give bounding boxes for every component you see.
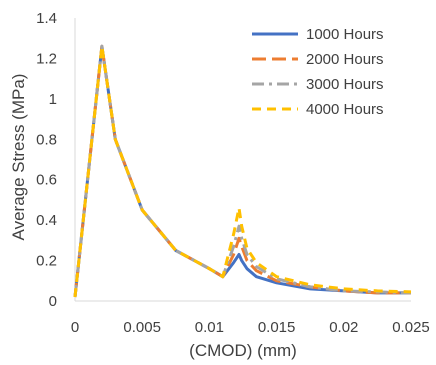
series-line-2 <box>73 44 411 298</box>
legend: 1000 Hours 2000 Hours 3000 Hours 4000 Hours <box>252 26 384 118</box>
y-tick-label: 1.2 <box>36 50 57 67</box>
y-tick-label: 0.4 <box>36 212 57 229</box>
y-tick-label: 1 <box>49 91 57 108</box>
x-tick-label: 0.02 <box>329 319 358 336</box>
y-tick-labels: 0 0.2 0.4 0.6 0.8 1 1.2 1.4 <box>36 10 57 310</box>
legend-label: 1000 Hours <box>306 26 384 43</box>
series-group <box>73 44 412 298</box>
series-line-4 <box>73 44 412 298</box>
legend-label: 3000 Hours <box>306 76 384 93</box>
x-tick-label: 0.015 <box>258 319 296 336</box>
y-tick-label: 1.4 <box>36 10 57 27</box>
series-line-3 <box>73 44 412 298</box>
x-tick-label: 0 <box>71 319 79 336</box>
x-tick-label: 0.025 <box>392 319 430 336</box>
y-tick-label: 0 <box>49 293 57 310</box>
y-tick-label: 0.6 <box>36 172 57 189</box>
legend-label: 2000 Hours <box>306 51 384 68</box>
y-tick-label: 0.2 <box>36 253 57 270</box>
x-tick-labels: 0 0.005 0.01 0.015 0.02 0.025 <box>71 319 430 336</box>
y-axis-title: Average Stress (MPa) <box>9 74 28 241</box>
x-tick-label: 0.01 <box>195 319 224 336</box>
legend-label: 4000 Hours <box>306 101 384 118</box>
x-axis-title: (CMOD) (mm) <box>189 341 297 360</box>
x-tick-label: 0.005 <box>123 319 161 336</box>
plot-area <box>73 18 412 302</box>
y-tick-label: 0.8 <box>36 131 57 148</box>
